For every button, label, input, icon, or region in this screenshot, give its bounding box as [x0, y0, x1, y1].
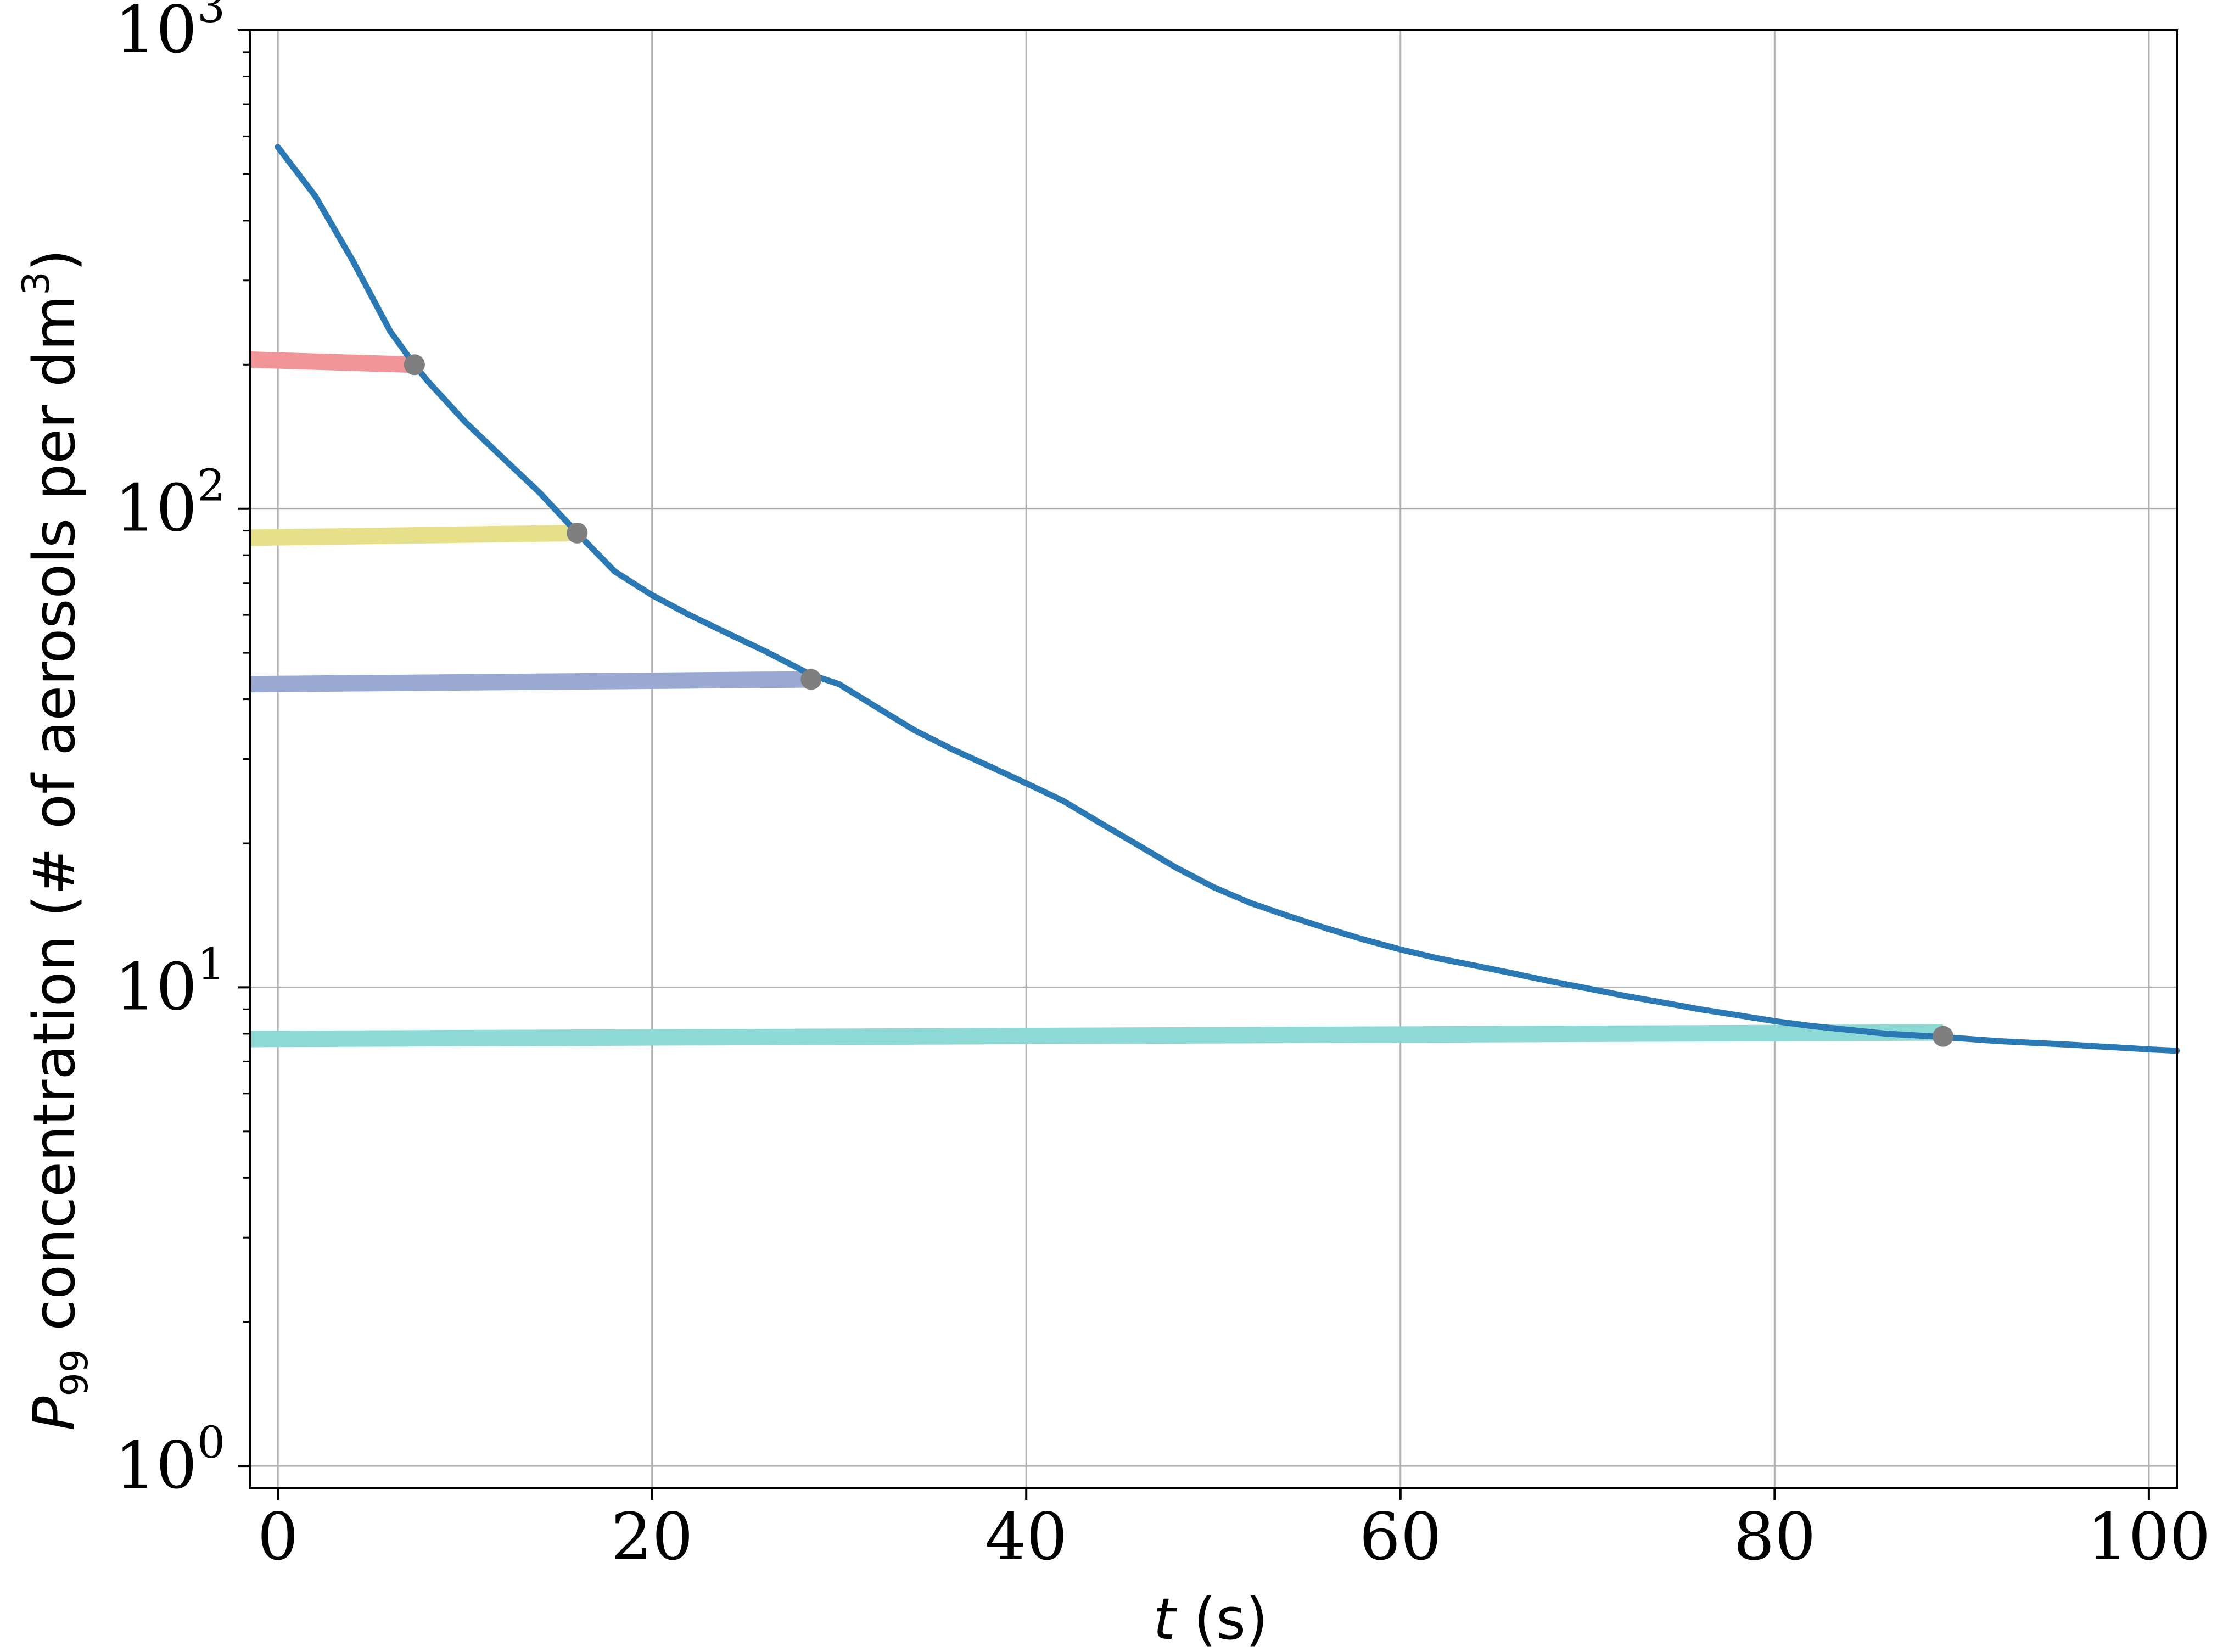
threshold-line — [249, 671, 811, 693]
threshold-lines — [249, 351, 1944, 1048]
y-tick-label: 103 — [115, 0, 225, 68]
crossing-marker — [1933, 1026, 1954, 1047]
threshold-line — [249, 1024, 1944, 1048]
y-axis-label-sub: 99 — [53, 1349, 97, 1397]
x-axis-label-unit: (s) — [1175, 1586, 1268, 1652]
x-tick-label: 20 — [611, 1499, 693, 1575]
y-tick-label-base: 10 — [115, 471, 197, 546]
y-tick-label-exponent: 1 — [197, 938, 225, 989]
crossing-markers — [404, 354, 1954, 1047]
y-tick-label-base: 10 — [115, 949, 197, 1024]
x-tick-label: 40 — [985, 1499, 1067, 1575]
threshold-line — [249, 351, 415, 373]
x-axis-label-var: t — [1153, 1586, 1177, 1652]
threshold-line — [249, 524, 578, 546]
x-tick-label: 100 — [2087, 1499, 2210, 1575]
y-tick-label-exponent: 0 — [197, 1417, 225, 1468]
y-tick-label: 102 — [115, 460, 225, 546]
y-axis-label-close: ) — [21, 249, 88, 272]
crossing-marker — [404, 354, 425, 376]
y-tick-label-exponent: 3 — [197, 0, 225, 32]
y-axis-label: P99 concentration (# of aerosols per dm3… — [15, 249, 97, 1431]
y-axis-label-text: concentration (# of aerosols per dm — [21, 295, 88, 1349]
y-tick-label-base: 10 — [115, 1427, 197, 1503]
y-tick-label: 101 — [115, 938, 225, 1024]
y-tick-label-exponent: 2 — [197, 460, 225, 511]
y-axis-label-sup: 3 — [15, 271, 58, 295]
x-axis-ticks: 0 20 40 60 80 100 — [257, 1488, 2211, 1575]
x-axis-label: t (s) — [1153, 1586, 1268, 1652]
x-tick-label: 0 — [257, 1499, 299, 1575]
crossing-marker — [800, 669, 822, 690]
y-tick-label-base: 10 — [115, 0, 197, 68]
y-tick-label: 100 — [115, 1417, 225, 1503]
x-tick-label: 60 — [1359, 1499, 1442, 1575]
y-axis-label-var: P — [21, 1396, 88, 1431]
crossing-marker — [567, 522, 588, 544]
x-tick-label: 80 — [1733, 1499, 1816, 1575]
